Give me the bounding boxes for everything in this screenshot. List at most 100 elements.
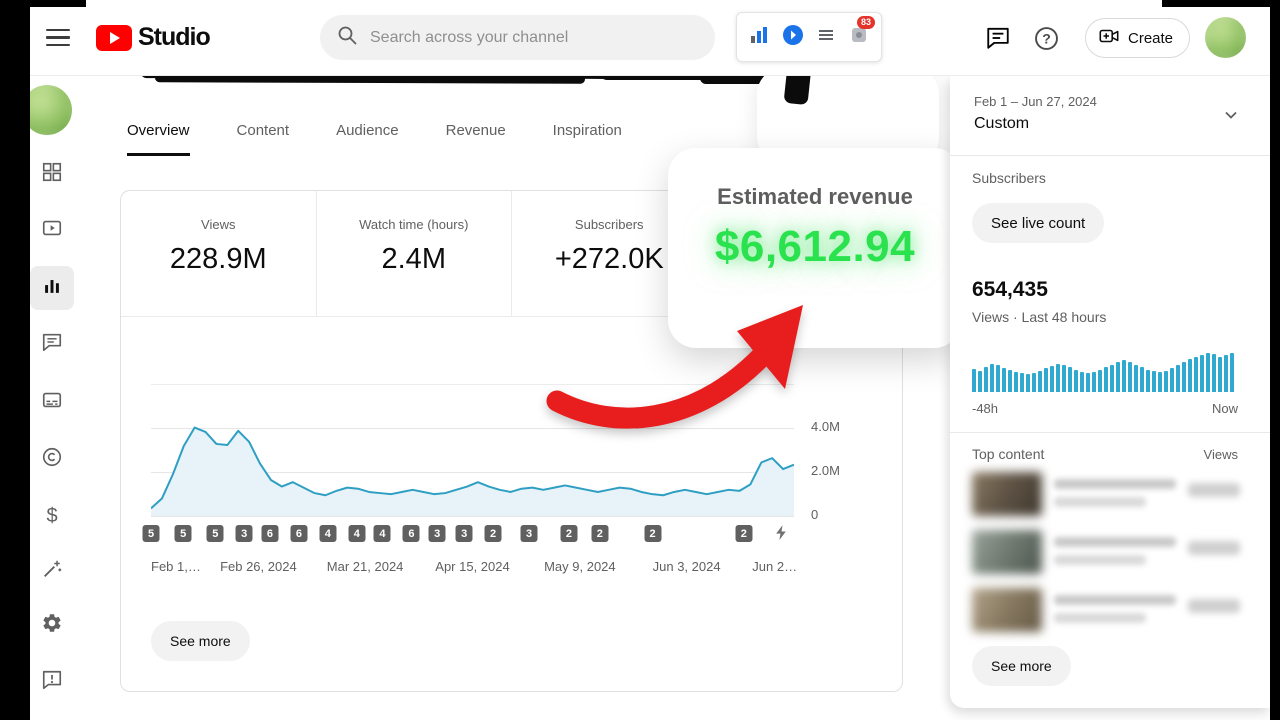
sparkline-bar: [1092, 372, 1096, 392]
views-column-label: Views: [1203, 447, 1238, 462]
dashboard-icon: [41, 161, 63, 188]
extension-notifications-icon[interactable]: [849, 25, 869, 50]
help-button[interactable]: ?: [1030, 22, 1062, 54]
right-panel-see-more-button[interactable]: See more: [972, 646, 1071, 686]
metric-label: Watch time (hours): [359, 217, 469, 232]
see-live-count-button[interactable]: See live count: [972, 203, 1105, 243]
sidebar-item-copyright[interactable]: [30, 437, 74, 481]
y-axis-tick-label: 4.0M: [811, 419, 840, 434]
sidebar-item-feedback[interactable]: [30, 660, 74, 704]
analytics-icon: [41, 275, 63, 302]
sidebar-channel-avatar[interactable]: [22, 85, 72, 135]
video-title-blurred: [1054, 537, 1176, 547]
divider: [950, 155, 1270, 156]
chart-marker-badge[interactable]: 5: [174, 525, 192, 542]
chart-marker-badge[interactable]: 4: [319, 525, 337, 542]
sparkline-bar: [1116, 362, 1120, 392]
sparkline-bar: [1002, 368, 1006, 392]
chart-marker-badge[interactable]: 2: [560, 525, 578, 542]
sidebar-item-comments[interactable]: [30, 322, 74, 366]
tab-audience[interactable]: Audience: [336, 121, 399, 139]
gridline: [151, 472, 794, 473]
sparkline-bar: [1056, 363, 1060, 392]
extension-chart-icon[interactable]: [749, 25, 769, 50]
see-more-button[interactable]: See more: [151, 621, 250, 661]
date-range-selector[interactable]: Feb 1 – Jun 27, 2024 Custom: [950, 76, 1270, 154]
sparkline-bar: [1026, 373, 1030, 392]
tab-overview[interactable]: Overview: [127, 104, 190, 156]
views-48h-value: 654,435: [972, 278, 1048, 301]
metric-card-watch[interactable]: Watch time (hours) 2.4M: [317, 191, 512, 316]
sparkline-bar: [1158, 372, 1162, 392]
sparkline-bar: [1104, 367, 1108, 392]
sparkline-bar: [1068, 367, 1072, 392]
views-line-chart[interactable]: [151, 384, 794, 516]
chart-marker-badge[interactable]: 2: [644, 525, 662, 542]
hamburger-menu-button[interactable]: [46, 29, 70, 46]
chart-marker-badge[interactable]: 2: [591, 525, 609, 542]
topbar: Studio 83 ?: [30, 0, 1270, 76]
x-axis-label: Feb 26, 2024: [220, 559, 297, 574]
feedback-icon: [41, 669, 63, 696]
chart-marker-badge[interactable]: 6: [402, 525, 420, 542]
top-content-row[interactable]: [972, 586, 1240, 638]
sparkline-bar: [1050, 365, 1054, 392]
date-mode-text: Custom: [974, 115, 1030, 132]
create-button[interactable]: Create: [1085, 18, 1191, 58]
extension-circle-icon[interactable]: [782, 24, 804, 51]
sparkline-bar: [1086, 372, 1090, 392]
chart-marker-badge[interactable]: 2: [484, 525, 502, 542]
revenue-value: $6,612.94: [714, 222, 916, 271]
sidebar-item-dashboard[interactable]: [30, 152, 74, 196]
sparkline-bar: [1170, 368, 1174, 392]
extension-menu-icon[interactable]: [816, 25, 836, 50]
subscribers-sparkline: [972, 352, 1238, 392]
video-title-blurred: [1054, 479, 1176, 489]
sparkline-bar: [1134, 364, 1138, 392]
x-axis-label: Jun 2…: [752, 559, 798, 574]
sidebar-item-subtitles[interactable]: [30, 380, 74, 424]
chart-marker-badge[interactable]: 6: [290, 525, 308, 542]
sparkline-bar: [1200, 354, 1204, 392]
tab-revenue[interactable]: Revenue: [445, 121, 506, 139]
chart-marker-badge[interactable]: 3: [520, 525, 538, 542]
tab-inspiration[interactable]: Inspiration: [552, 121, 622, 139]
sidebar-item-earn[interactable]: $: [30, 494, 74, 538]
sidebar-item-customization[interactable]: [30, 549, 74, 593]
top-content-row[interactable]: [972, 470, 1240, 522]
youtube-studio-logo[interactable]: Studio: [96, 23, 211, 52]
comments-icon: [41, 331, 63, 358]
chart-marker-badge[interactable]: 2: [735, 525, 753, 542]
chart-marker-badge[interactable]: 6: [261, 525, 279, 542]
send-feedback-button[interactable]: [982, 22, 1014, 54]
sidebar-item-settings[interactable]: [30, 603, 74, 647]
sparkline-right-label: Now: [1211, 401, 1238, 416]
sidebar-item-content[interactable]: [30, 208, 74, 252]
views-value-blurred: [1188, 599, 1240, 613]
sparkline-bar: [1206, 353, 1210, 392]
bolt-icon[interactable]: [773, 524, 790, 546]
video-thumbnail-blurred: [972, 588, 1042, 632]
metric-card-subscribers[interactable]: Subscribers +272.0K: [512, 191, 708, 316]
chart-marker-badge[interactable]: 4: [373, 525, 391, 542]
views-value-blurred: [1188, 541, 1240, 555]
chart-marker-badge[interactable]: 5: [206, 525, 224, 542]
sparkline-bar: [1044, 368, 1048, 392]
sparkline-bar: [1080, 371, 1084, 392]
search-box[interactable]: [320, 15, 715, 60]
chart-marker-badge[interactable]: 5: [142, 525, 160, 542]
gridline: [151, 516, 794, 517]
tab-content[interactable]: Content: [236, 121, 290, 139]
search-input[interactable]: [370, 28, 699, 47]
chart-marker-badge[interactable]: 3: [428, 525, 446, 542]
sidebar-item-analytics[interactable]: [30, 266, 74, 310]
chart-marker-badge[interactable]: 3: [235, 525, 253, 542]
sparkline-bar: [978, 371, 982, 392]
chart-marker-badge[interactable]: 3: [455, 525, 473, 542]
top-content-row[interactable]: [972, 528, 1240, 580]
right-panel: Feb 1 – Jun 27, 2024 Custom Subscribers …: [950, 76, 1270, 708]
chart-marker-badge[interactable]: 4: [348, 525, 366, 542]
account-avatar[interactable]: [1205, 17, 1246, 58]
x-axis-label: Jun 3, 2024: [652, 559, 721, 574]
metric-card-views[interactable]: Views 228.9M: [121, 191, 317, 316]
